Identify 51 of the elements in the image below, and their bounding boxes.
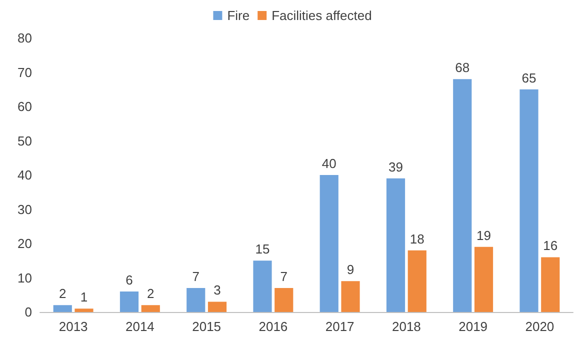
data-label: 40: [322, 156, 336, 171]
data-label: 6: [126, 272, 133, 288]
data-label: 7: [280, 269, 288, 284]
data-label: 3: [214, 282, 221, 298]
bar: [453, 79, 472, 312]
data-label: 2: [147, 286, 154, 302]
x-tick-label: 2015: [192, 319, 222, 334]
x-tick-label: 2014: [125, 319, 154, 334]
data-label: 1: [80, 290, 88, 305]
bar: [341, 281, 360, 312]
data-label: 2: [59, 286, 66, 302]
y-tick-label: 70: [18, 64, 32, 80]
bar: [541, 257, 560, 312]
y-tick-label: 10: [18, 270, 32, 286]
data-label: 7: [192, 269, 200, 284]
x-tick-label: 2020: [525, 319, 554, 334]
x-tick-label: 2019: [458, 319, 488, 334]
data-label: 68: [455, 60, 470, 76]
bar: [474, 246, 494, 312]
x-tick-label: 2018: [392, 319, 421, 334]
data-label: 16: [543, 238, 558, 254]
data-label: 18: [410, 231, 424, 246]
x-tick-label: 2017: [325, 319, 354, 334]
y-tick-label: 60: [18, 99, 32, 114]
bar: [53, 305, 72, 312]
data-label: 39: [388, 159, 403, 174]
bar: [253, 260, 272, 312]
y-tick-label: 30: [18, 202, 32, 217]
bar: [386, 178, 406, 312]
y-tick-label: 80: [18, 30, 32, 46]
data-label: 9: [346, 262, 354, 278]
bar: [186, 288, 206, 312]
bar: [74, 308, 94, 312]
legend-label: Fire: [227, 8, 250, 23]
bar: [141, 305, 160, 312]
bar: [320, 175, 338, 312]
data-label: 19: [476, 228, 491, 243]
bar: [408, 250, 426, 312]
data-label: 65: [522, 70, 536, 86]
y-tick-label: 0: [24, 304, 32, 320]
bar: [208, 302, 227, 312]
y-tick-label: 40: [18, 168, 32, 182]
y-tick-label: 50: [18, 133, 32, 148]
legend-label: Facilities affected: [272, 8, 372, 23]
bar: [520, 89, 538, 312]
bar: [120, 291, 139, 312]
x-tick-label: 2013: [58, 319, 88, 334]
x-tick-label: 2016: [258, 319, 288, 334]
bar: [274, 288, 294, 312]
data-label: 15: [255, 242, 270, 257]
y-tick-label: 20: [18, 236, 32, 251]
